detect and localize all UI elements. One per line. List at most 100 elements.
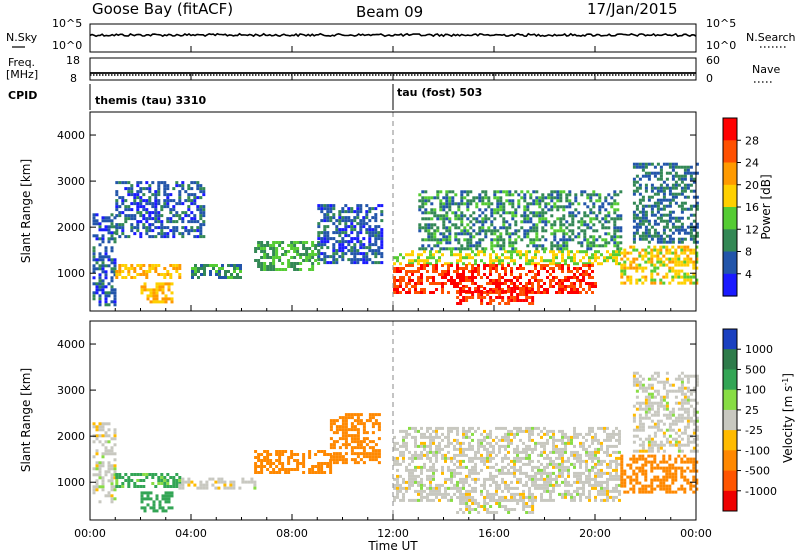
heatmap-cell	[456, 447, 459, 451]
heatmap-cell	[519, 492, 522, 496]
heatmap-cell	[154, 220, 158, 224]
heatmap-cell	[447, 492, 450, 496]
heatmap-cell	[638, 237, 642, 241]
heatmap-cell	[115, 208, 119, 212]
heatmap-cell	[133, 267, 137, 270]
heatmap-cell	[356, 261, 360, 265]
heatmap-cell	[613, 208, 617, 212]
heatmap-cell	[644, 410, 648, 414]
heatmap-cell	[411, 262, 414, 266]
heatmap-cell	[263, 465, 267, 468]
heatmap-cell	[341, 243, 345, 247]
heatmap-cell	[656, 272, 660, 276]
heatmap-cell	[615, 483, 618, 487]
heatmap-cell	[417, 291, 420, 294]
heatmap-cell	[101, 455, 105, 459]
heatmap-cell	[101, 255, 105, 259]
heatmap-cell	[472, 217, 476, 221]
heatmap-cell	[671, 174, 675, 178]
heatmap-cell	[603, 486, 606, 490]
heatmap-cell	[516, 432, 519, 436]
heatmap-cell	[638, 469, 642, 473]
heatmap-cell	[659, 428, 663, 432]
heatmap-cell	[98, 440, 102, 444]
heatmap-cell	[101, 428, 105, 432]
heatmap-cell	[535, 238, 539, 242]
heatmap-cell	[140, 494, 144, 498]
heatmap-cell	[594, 462, 597, 466]
heatmap-cell	[529, 193, 533, 197]
heatmap-cell	[480, 489, 483, 493]
heatmap-cell	[604, 199, 608, 203]
heatmap-cell	[674, 272, 678, 276]
heatmap-cell	[338, 437, 342, 441]
heatmap-cell	[448, 229, 452, 233]
heatmap-cell	[481, 211, 485, 215]
heatmap-cell	[199, 208, 203, 212]
heatmap-cell	[528, 489, 531, 493]
heatmap-cell	[439, 214, 443, 218]
heatmap-cell	[656, 428, 660, 432]
heatmap-cell	[489, 456, 492, 460]
heatmap-cell	[284, 250, 288, 253]
heatmap-cell	[561, 259, 564, 263]
heatmap-cell	[481, 226, 485, 230]
heatmap-cell	[674, 251, 678, 255]
heatmap-cell	[175, 220, 179, 224]
heatmap-cell	[320, 252, 324, 256]
heatmap-cell	[632, 231, 636, 235]
heatmap-cell	[450, 495, 453, 499]
heatmap-cell	[160, 473, 164, 476]
heatmap-cell	[405, 432, 408, 436]
heatmap-cell	[175, 479, 179, 482]
heatmap-cell	[414, 426, 417, 430]
heatmap-cell	[659, 487, 663, 491]
heatmap-cell	[432, 435, 435, 439]
heatmap-cell	[347, 428, 351, 432]
heatmap-cell	[662, 228, 666, 232]
heatmap-cell	[121, 482, 125, 485]
heatmap-cell	[653, 245, 657, 249]
heatmap-cell	[353, 243, 357, 247]
heatmap-cell	[516, 296, 520, 299]
heatmap-cell	[564, 450, 567, 454]
heatmap-cell	[317, 222, 321, 226]
heatmap-cell	[323, 219, 327, 223]
heatmap-cell	[656, 392, 660, 396]
heatmap-cell	[659, 207, 663, 211]
heatmap-cell	[350, 210, 354, 214]
heatmap-cell	[426, 264, 429, 267]
heatmap-cell	[457, 247, 461, 251]
heatmap-cell	[438, 492, 441, 496]
heatmap-cell	[136, 184, 140, 188]
heatmap-cell	[347, 243, 351, 247]
heatmap-cell	[483, 253, 486, 257]
heatmap-cell	[371, 455, 375, 459]
heatmap-cell	[453, 486, 456, 490]
heatmap-cell	[332, 231, 336, 235]
heatmap-cell	[528, 279, 531, 282]
heatmap-cell	[92, 473, 96, 477]
heatmap-cell	[154, 235, 158, 239]
heatmap-cell	[573, 256, 576, 260]
heatmap-cell	[272, 250, 276, 253]
heatmap-cell	[508, 235, 512, 239]
heatmap-cell	[695, 171, 699, 175]
heatmap-cell	[441, 426, 444, 430]
heatmap-cell	[510, 296, 514, 299]
heatmap-cell	[595, 214, 599, 218]
heatmap-cell	[564, 495, 567, 499]
heatmap-cell	[644, 413, 648, 417]
heatmap-cell	[495, 291, 498, 294]
heatmap-cell	[471, 256, 474, 260]
heatmap-cell	[429, 474, 432, 478]
heatmap-cell	[680, 269, 684, 273]
heatmap-cell	[178, 486, 182, 490]
heatmap-cell	[133, 276, 137, 279]
heatmap-cell	[618, 456, 621, 460]
heatmap-cell	[677, 228, 681, 232]
heatmap-cell	[187, 220, 191, 224]
heatmap-cell	[576, 288, 579, 291]
heatmap-cell	[287, 259, 291, 262]
heatmap-cell	[356, 437, 360, 441]
